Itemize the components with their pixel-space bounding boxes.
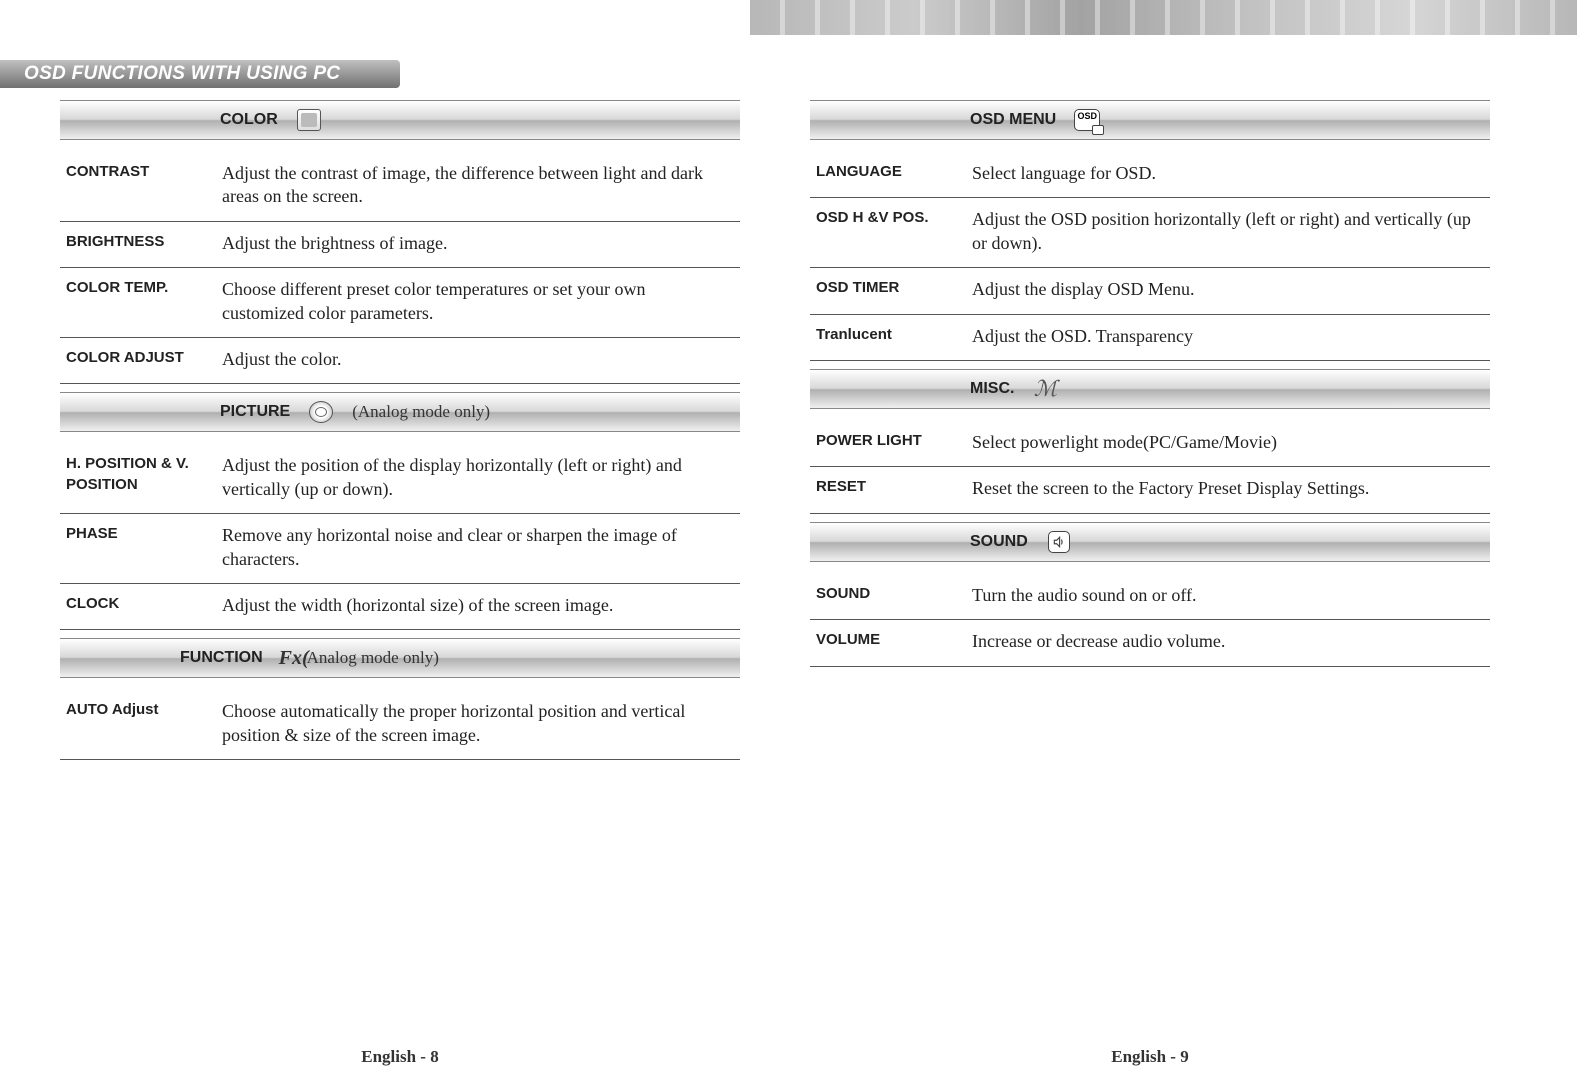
- section-title: MISC.: [970, 380, 1014, 398]
- row-desc: Adjust the OSD. Transparency: [972, 325, 1490, 348]
- row-label: RESET: [810, 477, 962, 500]
- row-label: BRIGHTNESS: [60, 232, 212, 255]
- table-row: LANGUAGE Select language for OSD.: [810, 152, 1490, 198]
- section-color: COLOR CONTRAST Adjust the contrast of im…: [60, 100, 740, 384]
- section-header-color: COLOR: [60, 100, 740, 140]
- row-desc: Adjust the width (horizontal size) of th…: [222, 594, 740, 617]
- table-row: RESET Reset the screen to the Factory Pr…: [810, 467, 1490, 513]
- section-header-osd: OSD MENU OSD: [810, 100, 1490, 140]
- table-row: POWER LIGHT Select powerlight mode(PC/Ga…: [810, 421, 1490, 467]
- table-row: H. POSITION & V. POSITION Adjust the pos…: [60, 444, 740, 514]
- row-desc: Adjust the position of the display horiz…: [222, 454, 740, 501]
- section-note: (Analog mode only): [352, 402, 490, 422]
- row-desc: Remove any horizontal noise and clear or…: [222, 524, 740, 571]
- section-title: COLOR: [220, 111, 278, 129]
- section-picture: PICTURE (Analog mode only) H. POSITION &…: [60, 392, 740, 630]
- left-page: COLOR CONTRAST Adjust the contrast of im…: [60, 100, 740, 768]
- sound-icon: [1046, 529, 1072, 555]
- row-label: CLOCK: [60, 594, 212, 617]
- row-label: OSD TIMER: [810, 278, 962, 301]
- section-note: Analog mode only): [307, 648, 439, 668]
- table-row: CONTRAST Adjust the contrast of image, t…: [60, 152, 740, 222]
- row-desc: Select language for OSD.: [972, 162, 1490, 185]
- row-desc: Adjust the OSD position horizontally (le…: [972, 208, 1490, 255]
- top-decoration: [750, 0, 1577, 35]
- table-row: BRIGHTNESS Adjust the brightness of imag…: [60, 222, 740, 268]
- page-title: OSD FUNCTIONS WITH USING PC: [24, 63, 340, 85]
- footer-right: English - 9: [810, 1047, 1490, 1067]
- row-label: PHASE: [60, 524, 212, 571]
- table-row: SOUND Turn the audio sound on or off.: [810, 574, 1490, 620]
- row-label: POWER LIGHT: [810, 431, 962, 454]
- section-title: OSD MENU: [970, 111, 1056, 129]
- row-desc: Choose automatically the proper horizont…: [222, 700, 740, 747]
- section-misc: MISC. ℳ POWER LIGHT Select powerlight mo…: [810, 369, 1490, 514]
- table-row: Tranlucent Adjust the OSD. Transparency: [810, 315, 1490, 361]
- page-title-bar: OSD FUNCTIONS WITH USING PC: [0, 60, 400, 88]
- section-title: PICTURE: [220, 403, 290, 421]
- row-label: H. POSITION & V. POSITION: [60, 454, 212, 501]
- table-row: CLOCK Adjust the width (horizontal size)…: [60, 584, 740, 630]
- row-label: OSD H &V POS.: [810, 208, 962, 255]
- row-label: VOLUME: [810, 630, 962, 653]
- section-header-function: FUNCTION Fx( Analog mode only): [60, 638, 740, 678]
- row-desc: Adjust the display OSD Menu.: [972, 278, 1490, 301]
- table-row: AUTO Adjust Choose automatically the pro…: [60, 690, 740, 760]
- picture-icon: [308, 399, 334, 425]
- section-function: FUNCTION Fx( Analog mode only) AUTO Adju…: [60, 638, 740, 760]
- footer-left: English - 8: [60, 1047, 740, 1067]
- section-header-misc: MISC. ℳ: [810, 369, 1490, 409]
- color-icon: [296, 107, 322, 133]
- row-desc: Choose different preset color temperatur…: [222, 278, 740, 325]
- row-label: Tranlucent: [810, 325, 962, 348]
- row-desc: Adjust the color.: [222, 348, 740, 371]
- fx-icon: Fx(: [281, 645, 307, 671]
- table-row: PHASE Remove any horizontal noise and cl…: [60, 514, 740, 584]
- row-desc: Select powerlight mode(PC/Game/Movie): [972, 431, 1490, 454]
- row-label: COLOR ADJUST: [60, 348, 212, 371]
- osd-icon: OSD: [1074, 107, 1100, 133]
- row-label: COLOR TEMP.: [60, 278, 212, 325]
- table-row: VOLUME Increase or decrease audio volume…: [810, 620, 1490, 666]
- row-desc: Adjust the brightness of image.: [222, 232, 740, 255]
- table-row: COLOR ADJUST Adjust the color.: [60, 338, 740, 384]
- table-row: OSD TIMER Adjust the display OSD Menu.: [810, 268, 1490, 314]
- row-label: SOUND: [810, 584, 962, 607]
- row-desc: Increase or decrease audio volume.: [972, 630, 1490, 653]
- section-title: SOUND: [970, 533, 1028, 551]
- right-page: OSD MENU OSD LANGUAGE Select language fo…: [810, 100, 1490, 675]
- row-desc: Adjust the contrast of image, the differ…: [222, 162, 740, 209]
- table-row: COLOR TEMP. Choose different preset colo…: [60, 268, 740, 338]
- row-label: AUTO Adjust: [60, 700, 212, 747]
- row-label: LANGUAGE: [810, 162, 962, 185]
- row-desc: Reset the screen to the Factory Preset D…: [972, 477, 1490, 500]
- section-title: FUNCTION: [180, 649, 263, 667]
- section-sound: SOUND SOUND Turn the audio sound on or o…: [810, 522, 1490, 667]
- table-row: OSD H &V POS. Adjust the OSD position ho…: [810, 198, 1490, 268]
- row-desc: Turn the audio sound on or off.: [972, 584, 1490, 607]
- section-header-sound: SOUND: [810, 522, 1490, 562]
- row-label: CONTRAST: [60, 162, 212, 209]
- misc-icon: ℳ: [1032, 376, 1058, 402]
- section-header-picture: PICTURE (Analog mode only): [60, 392, 740, 432]
- section-osd-menu: OSD MENU OSD LANGUAGE Select language fo…: [810, 100, 1490, 361]
